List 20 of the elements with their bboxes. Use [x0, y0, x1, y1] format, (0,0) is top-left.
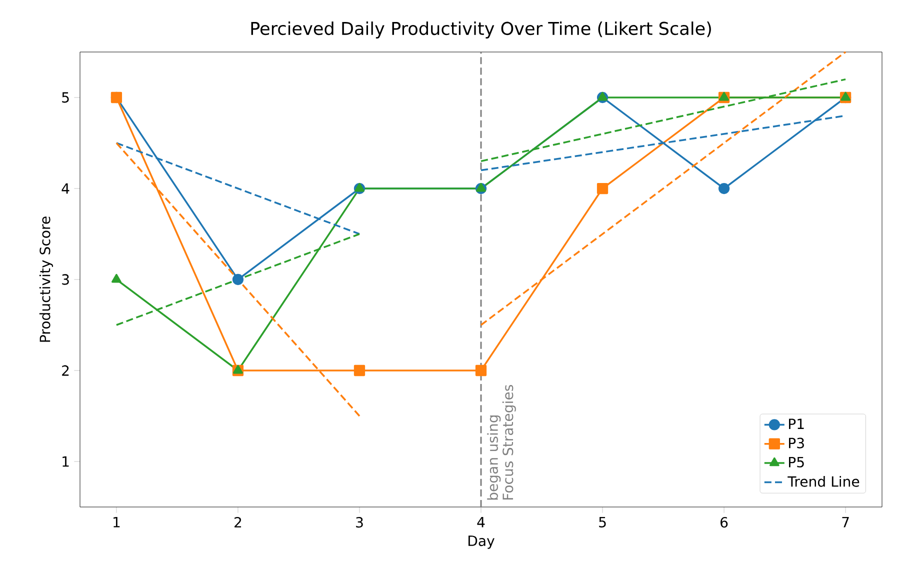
ref-line-label: began using Focus Strategies: [487, 384, 516, 500]
y-tick-label: 5: [62, 92, 69, 103]
y-tick-label: 4: [62, 183, 70, 194]
legend-label: P5: [789, 456, 804, 468]
x-tick-label: 5: [599, 516, 606, 528]
x-tick-label: 2: [234, 516, 242, 528]
x-tick-label: 3: [356, 516, 363, 528]
y-tick-label: 1: [62, 456, 69, 467]
x-tick-label: 6: [720, 516, 728, 528]
chart-title: Percieved Daily Productivity Over Time (Likert Scale): [251, 21, 711, 38]
x-tick-label: 4: [477, 516, 485, 528]
legend-label: P1: [789, 418, 804, 429]
x-axis-title: Day: [468, 536, 494, 549]
y-tick-label: 2: [62, 365, 69, 376]
legend-label: Trend Line: [788, 476, 860, 487]
legend-label: P3: [789, 438, 804, 448]
y-axis-title: Productivity Score: [39, 216, 54, 342]
y-tick-label: 3: [62, 274, 69, 285]
x-tick-label: 7: [842, 516, 849, 528]
x-tick-label: 1: [114, 516, 120, 528]
